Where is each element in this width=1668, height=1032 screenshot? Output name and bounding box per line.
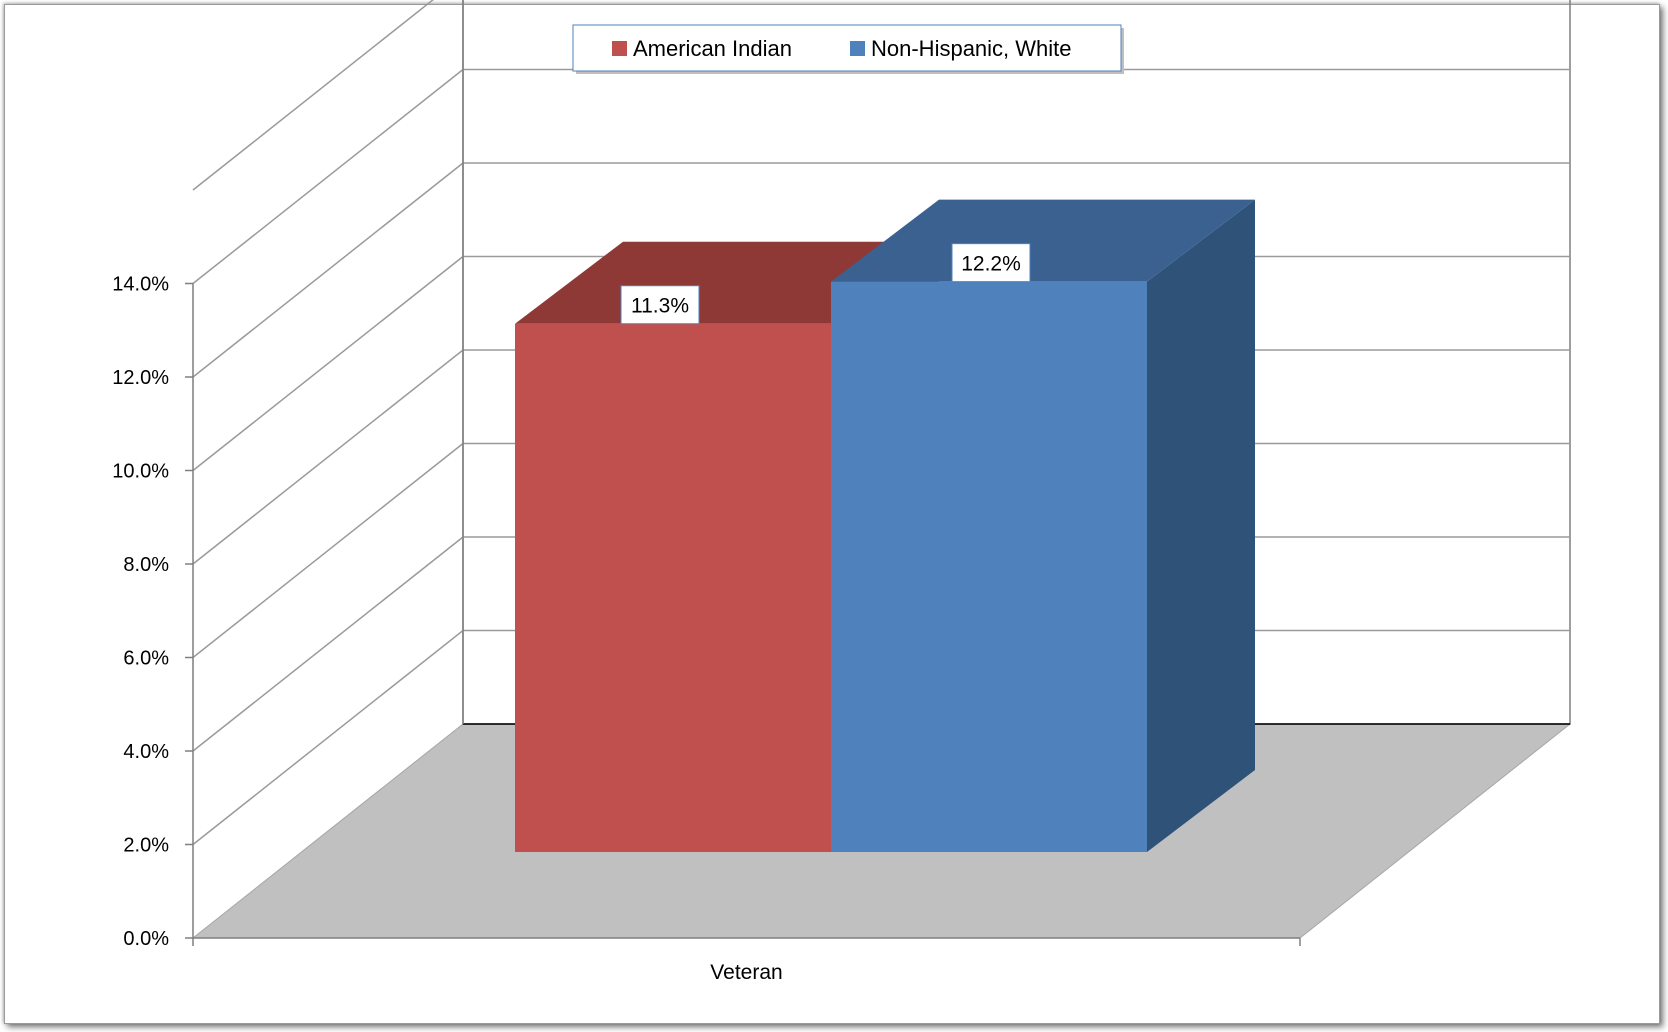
bar-side-1 (1147, 199, 1255, 852)
legend-swatch-1 (850, 41, 865, 56)
data-label-1: 12.2% (961, 253, 1021, 276)
y-tick-label: 0.0% (123, 928, 169, 950)
bar-top-1 (831, 199, 1255, 282)
labels: 11.3% 12.2% 0.0% 2.0% 4.0% 6.0% 8.0% 10.0% 12.0%… (112, 243, 1031, 984)
bar-0 (515, 323, 831, 853)
gridline-side (192, 162, 464, 378)
gridline-side (192, 68, 464, 285)
bars (515, 199, 1255, 853)
gridline-side (192, 349, 464, 565)
data-label-box-0 (620, 285, 700, 325)
gridline-side (192, 0, 434, 191)
y-tick-label: 8.0% (123, 554, 169, 576)
y-tick-label: 6.0% (123, 648, 169, 670)
y-tick-label: 2.0% (123, 835, 169, 857)
legend-box (572, 24, 1122, 72)
gridline-side (192, 629, 464, 846)
legend-swatch-0 (612, 41, 627, 56)
legend-label-0: American Indian (633, 36, 792, 61)
gridline-side (192, 255, 464, 472)
gridline-side (192, 442, 464, 659)
data-label-0: 11.3% (631, 295, 689, 318)
legend-label-1: Non-Hispanic, White (871, 36, 1072, 61)
data-label-box-1 (951, 243, 1031, 283)
y-tick-label: 10.0% (112, 461, 169, 483)
gridline-side (192, 536, 464, 752)
category-label: Veteran (710, 961, 782, 984)
y-tick-label: 4.0% (123, 741, 169, 763)
y-tick-label: 12.0% (112, 367, 169, 389)
y-tick-label: 14.0% (112, 274, 169, 296)
axes (185, 282, 1301, 946)
legend: American Indian Non-Hispanic, White (572, 24, 1124, 74)
bar-1 (831, 281, 1147, 852)
